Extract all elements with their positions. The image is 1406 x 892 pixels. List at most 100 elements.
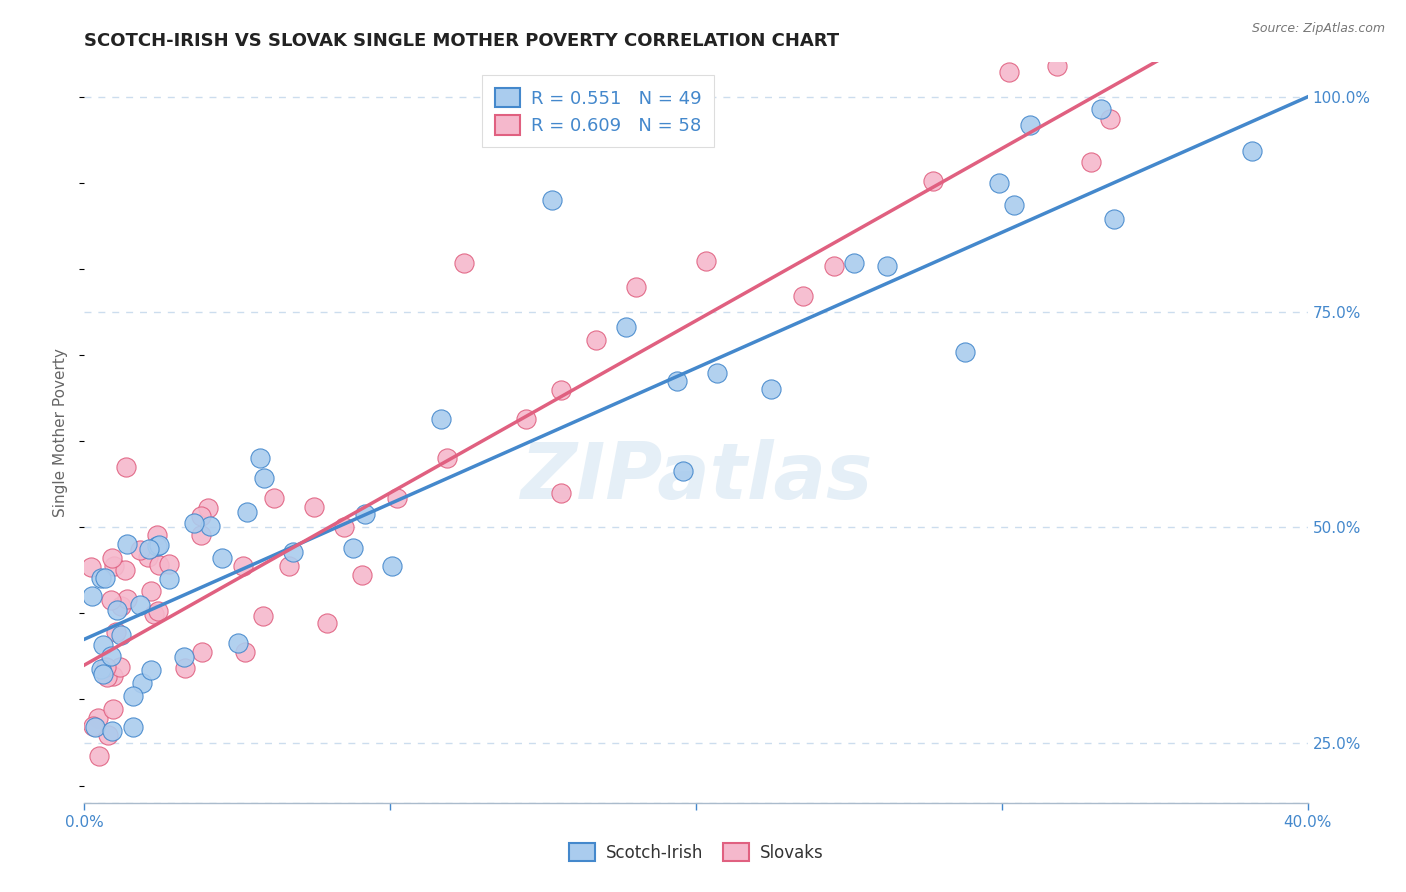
- Point: [100, 551, 122, 566]
- Point: [1108, 27, 1130, 41]
- Point: [87, 711, 110, 725]
- Y-axis label: Single Mother Poverty: Single Mother Poverty: [53, 348, 69, 517]
- Point: [353, 507, 375, 521]
- Point: [824, 260, 846, 274]
- Point: [550, 383, 572, 397]
- Point: [94, 571, 117, 585]
- Point: [139, 584, 162, 599]
- Point: [253, 471, 276, 485]
- Point: [87, 749, 110, 764]
- Point: [953, 344, 976, 359]
- Point: [115, 591, 138, 606]
- Point: [695, 254, 717, 268]
- Point: [138, 541, 160, 556]
- Point: [759, 382, 782, 396]
- Point: [110, 628, 132, 642]
- Point: [100, 592, 122, 607]
- Point: [129, 543, 152, 558]
- Point: [101, 723, 124, 738]
- Point: [80, 589, 103, 603]
- Point: [987, 176, 1010, 190]
- Point: [97, 728, 120, 742]
- Point: [624, 280, 647, 294]
- Point: [436, 451, 458, 466]
- Point: [277, 559, 299, 574]
- Point: [706, 367, 728, 381]
- Point: [90, 662, 112, 676]
- Point: [121, 689, 143, 703]
- Point: [235, 645, 257, 659]
- Point: [342, 541, 364, 555]
- Point: [103, 701, 125, 715]
- Point: [91, 638, 114, 652]
- Point: [585, 333, 607, 347]
- Point: [430, 412, 453, 426]
- Point: [110, 599, 132, 614]
- Point: [146, 539, 169, 553]
- Point: [1099, 112, 1122, 126]
- Point: [141, 663, 163, 677]
- Point: [190, 527, 212, 541]
- Point: [541, 193, 564, 207]
- Point: [80, 560, 103, 574]
- Point: [672, 464, 695, 478]
- Point: [136, 550, 159, 565]
- Point: [1104, 212, 1126, 227]
- Point: [93, 666, 115, 681]
- Text: Source: ZipAtlas.com: Source: ZipAtlas.com: [1251, 22, 1385, 36]
- Point: [381, 559, 404, 574]
- Point: [100, 648, 122, 663]
- Point: [198, 519, 221, 533]
- Point: [117, 537, 139, 551]
- Text: SCOTCH-IRISH VS SLOVAK SINGLE MOTHER POVERTY CORRELATION CHART: SCOTCH-IRISH VS SLOVAK SINGLE MOTHER POV…: [84, 32, 839, 50]
- Point: [666, 374, 689, 388]
- Point: [190, 645, 212, 659]
- Point: [263, 491, 285, 505]
- Point: [148, 558, 170, 572]
- Point: [352, 568, 374, 582]
- Point: [515, 412, 537, 426]
- Point: [183, 516, 205, 531]
- Point: [129, 598, 152, 612]
- Point: [792, 289, 814, 303]
- Point: [211, 550, 233, 565]
- Point: [1046, 59, 1069, 73]
- Point: [173, 649, 195, 664]
- Point: [83, 721, 105, 735]
- Point: [236, 505, 259, 519]
- Point: [1090, 102, 1112, 116]
- Point: [131, 676, 153, 690]
- Point: [90, 571, 112, 585]
- Point: [1241, 144, 1264, 158]
- Point: [94, 660, 117, 674]
- Point: [1080, 155, 1102, 169]
- Point: [103, 559, 125, 574]
- Point: [921, 174, 943, 188]
- Point: [105, 603, 128, 617]
- Point: [550, 486, 572, 500]
- Point: [82, 719, 104, 733]
- Point: [281, 545, 304, 559]
- Point: [148, 538, 170, 552]
- Point: [232, 558, 254, 573]
- Point: [190, 509, 212, 524]
- Point: [998, 65, 1021, 79]
- Point: [159, 557, 181, 571]
- Point: [302, 500, 325, 514]
- Point: [121, 720, 143, 734]
- Legend: Scotch-Irish, Slovaks: Scotch-Irish, Slovaks: [562, 837, 830, 869]
- Point: [453, 256, 475, 270]
- Point: [876, 259, 898, 273]
- Point: [101, 669, 124, 683]
- Point: [114, 563, 136, 577]
- Point: [115, 459, 138, 474]
- Point: [105, 624, 128, 639]
- Point: [142, 607, 165, 621]
- Point: [157, 572, 180, 586]
- Point: [614, 320, 637, 334]
- Point: [1002, 198, 1025, 212]
- Point: [315, 615, 337, 630]
- Point: [333, 520, 356, 534]
- Point: [146, 528, 169, 542]
- Point: [1019, 118, 1042, 132]
